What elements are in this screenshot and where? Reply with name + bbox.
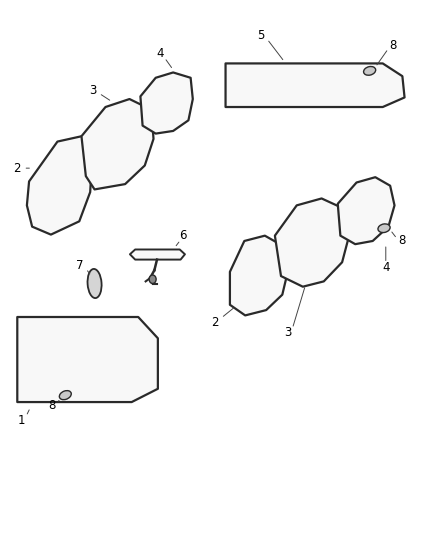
PathPatch shape xyxy=(275,198,349,287)
PathPatch shape xyxy=(130,249,185,260)
Text: 8: 8 xyxy=(389,39,396,52)
Ellipse shape xyxy=(88,269,102,298)
Text: 4: 4 xyxy=(382,261,389,274)
Text: 6: 6 xyxy=(180,229,187,242)
Text: 1: 1 xyxy=(18,414,25,427)
Text: 8: 8 xyxy=(49,399,56,413)
Circle shape xyxy=(149,275,156,284)
Text: 4: 4 xyxy=(156,47,164,60)
PathPatch shape xyxy=(230,236,288,316)
Ellipse shape xyxy=(364,67,376,75)
PathPatch shape xyxy=(226,63,405,107)
Text: 2: 2 xyxy=(211,316,219,329)
Ellipse shape xyxy=(59,391,71,400)
Text: 5: 5 xyxy=(257,29,264,42)
PathPatch shape xyxy=(17,317,158,402)
PathPatch shape xyxy=(27,136,92,235)
Text: 7: 7 xyxy=(76,259,84,272)
PathPatch shape xyxy=(141,72,193,134)
PathPatch shape xyxy=(338,177,395,244)
Text: 8: 8 xyxy=(398,235,405,247)
Text: 2: 2 xyxy=(14,161,21,175)
Ellipse shape xyxy=(378,224,390,232)
PathPatch shape xyxy=(81,99,153,189)
Text: 3: 3 xyxy=(284,326,292,340)
Text: 3: 3 xyxy=(89,84,96,96)
